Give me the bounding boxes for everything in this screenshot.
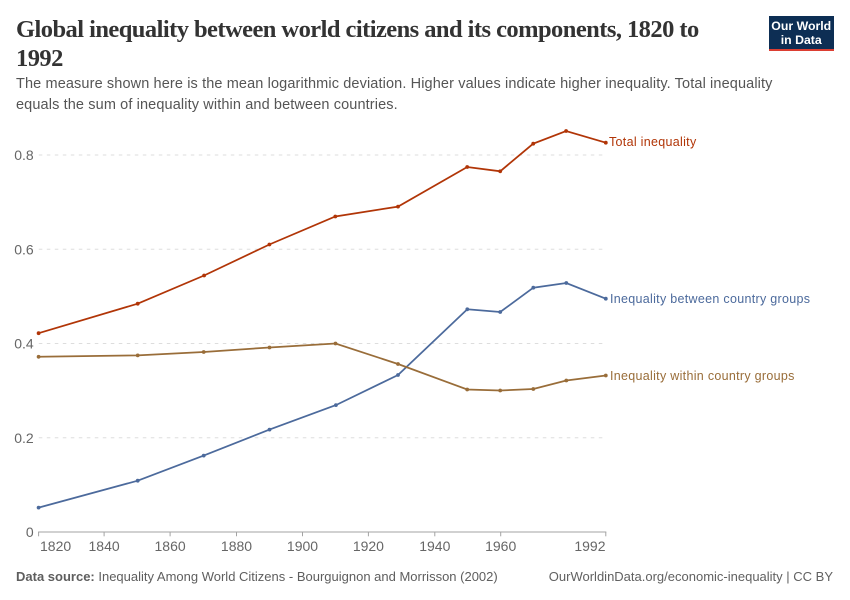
svg-text:0.8: 0.8 <box>14 147 34 163</box>
svg-text:1880: 1880 <box>221 538 252 554</box>
svg-text:0.6: 0.6 <box>14 241 34 257</box>
svg-text:1920: 1920 <box>353 538 384 554</box>
svg-text:0.2: 0.2 <box>14 430 34 446</box>
svg-text:1992: 1992 <box>574 538 605 554</box>
svg-text:1960: 1960 <box>485 538 516 554</box>
svg-text:1840: 1840 <box>89 538 120 554</box>
svg-text:1900: 1900 <box>287 538 318 554</box>
svg-text:1940: 1940 <box>419 538 450 554</box>
svg-text:Inequality within country grou: Inequality within country groups <box>610 369 795 383</box>
svg-text:1820: 1820 <box>40 538 71 554</box>
svg-text:0.4: 0.4 <box>14 336 34 352</box>
svg-text:Total inequality: Total inequality <box>609 135 697 149</box>
svg-text:0: 0 <box>26 524 34 540</box>
svg-text:Inequality between country gro: Inequality between country groups <box>610 292 810 306</box>
svg-text:1860: 1860 <box>155 538 186 554</box>
